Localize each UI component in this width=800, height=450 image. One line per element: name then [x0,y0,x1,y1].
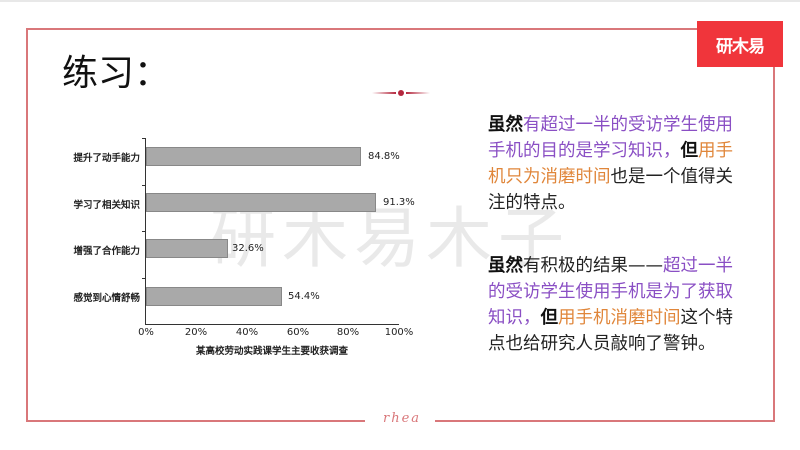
ornament-divider [372,89,430,97]
category-label: 学习了相关知识 [73,200,140,211]
slide-title: 练习： [62,53,171,94]
text-segment: 也是一个值得关注的特点。 [488,167,733,213]
divider-dot-icon [398,90,404,96]
x-tick: 0% [138,327,154,338]
analysis-paragraph-2: 虽然有积极的结果——超过一半的受访学生使用手机是为了获取知识，但用手机消磨时间这… [488,253,748,357]
top-edge-line [0,0,800,2]
text-segment: 有积极的结果—— [523,256,663,276]
bar [146,147,361,166]
category-label: 提升了动手能力 [73,153,140,164]
text-segment: 虽然 [488,256,523,276]
frame-border-top [26,28,774,30]
frame-border-bottom-right [435,420,775,422]
value-label: 84.8% [368,151,400,162]
text-segment: 用手机消磨时间 [558,308,681,328]
logo-text: 研木易 [716,36,765,57]
text-segment: 这个特点也给研究人员敲响了警钟。 [488,308,733,354]
frame-border-bottom-left [26,420,365,422]
value-label: 54.4% [288,291,320,302]
x-tick: 20% [184,327,208,338]
frame-border-right [773,28,775,422]
x-tick: 80% [336,327,360,338]
value-label: 91.3% [383,197,415,208]
analysis-paragraph-1: 虽然有超过一半的受访学生使用手机的目的是学习知识，但用手机只为消磨时间也是一个值… [488,112,748,216]
footer-signature: rhea [382,411,422,426]
bar [146,239,228,258]
value-label: 32.6% [232,243,264,254]
frame-border-left [26,28,28,422]
x-tick: 60% [286,327,310,338]
bar [146,193,376,212]
text-segment: 但 [540,308,559,328]
text-segment: 虽然 [488,115,523,135]
bar-chart: 提升了动手能力 84.8% 学习了相关知识 91.3% 增强了合作能力 32.6… [50,130,415,360]
text-segment: 用手机只为消磨时间 [488,141,733,187]
category-label: 感觉到心情舒畅 [73,293,140,304]
brand-logo: 研木易 [697,21,783,67]
text-segment: 有超过一半的受访学生使用手机的目的是学习知识， [488,115,733,161]
category-label: 增强了合作能力 [73,246,140,257]
bar [146,287,282,306]
x-tick: 100% [384,327,414,338]
x-tick: 40% [235,327,259,338]
text-segment: 超过一半的受访学生使用手机是为了获取知识， [488,256,733,328]
text-segment: 但 [680,141,699,161]
x-axis-label: 某高校劳动实践课学生主要收获调查 [195,346,348,357]
watermark: 研木易木子 [210,200,570,277]
x-axis [145,324,399,325]
